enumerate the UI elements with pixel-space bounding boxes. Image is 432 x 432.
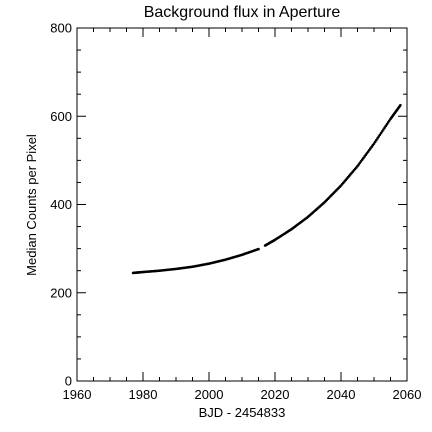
- x-tick-label: 1980: [129, 387, 158, 402]
- data-point: [399, 103, 402, 107]
- y-tick-labels: 0 200 400 600 800: [50, 21, 72, 389]
- plot-frame: [76, 27, 408, 382]
- minor-ticks: [77, 28, 407, 381]
- y-tick-label: 0: [65, 374, 72, 389]
- x-tick-labels: 1960 1980 2000 2020 2040 2060: [63, 387, 422, 402]
- x-tick-label: 2020: [261, 387, 290, 402]
- chart-title: Background flux in Aperture: [144, 4, 341, 21]
- x-tick-label: 1960: [63, 387, 92, 402]
- major-ticks: [76, 27, 408, 382]
- y-tick-label: 600: [50, 109, 72, 124]
- data-point: [257, 247, 260, 251]
- y-tick-label: 800: [50, 21, 72, 36]
- x-tick-label: 2000: [195, 387, 224, 402]
- x-tick-label: 2060: [393, 387, 422, 402]
- x-tick-label: 2040: [327, 387, 356, 402]
- y-tick-label: 400: [50, 197, 72, 212]
- y-axis-label: Median Counts per Pixel: [24, 134, 39, 276]
- data-points: [131, 103, 402, 275]
- x-axis-label: BJD - 2454833: [199, 405, 286, 420]
- y-tick-label: 200: [50, 285, 72, 300]
